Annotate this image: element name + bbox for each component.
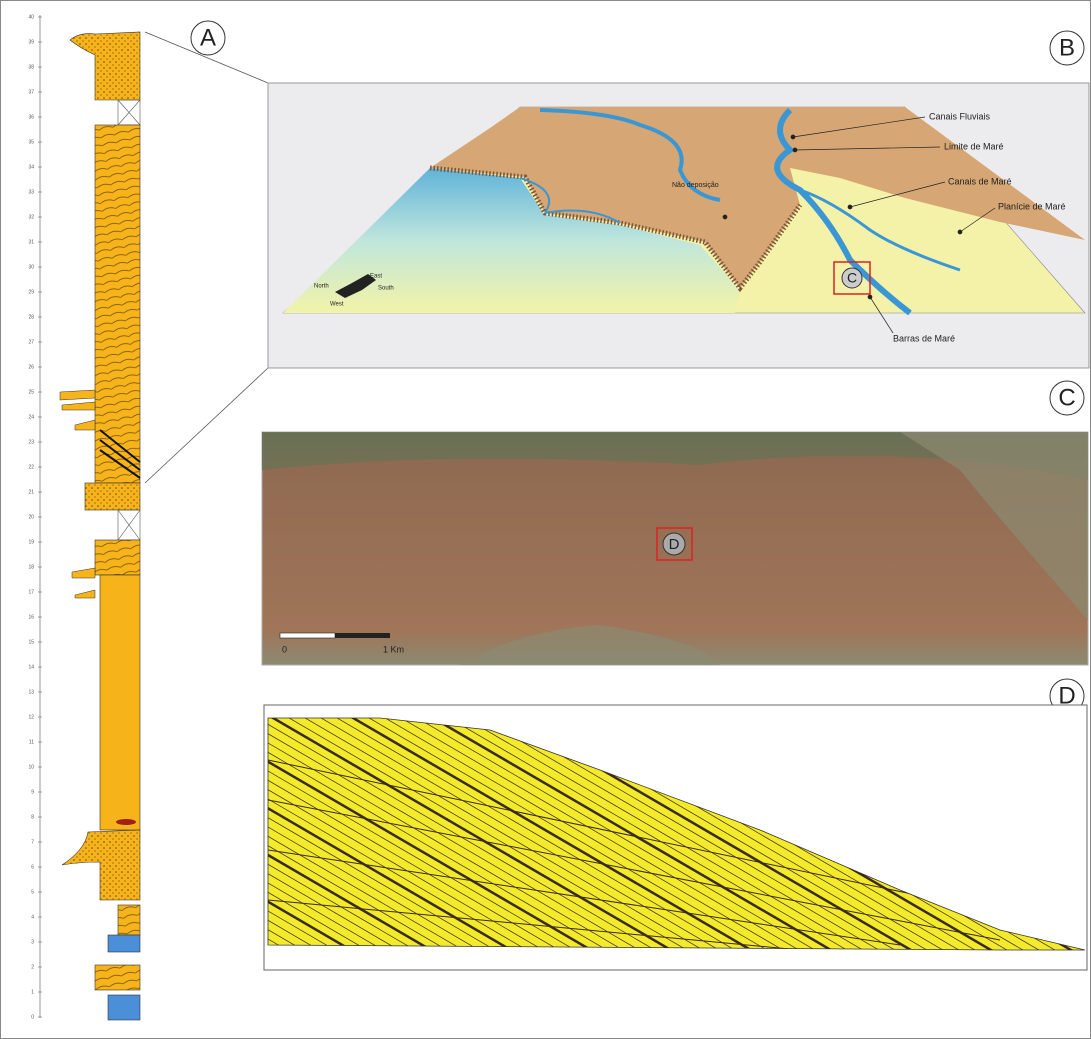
tick-label: 18 <box>28 564 34 570</box>
tick-label: 3 <box>31 939 34 945</box>
tick-label: 11 <box>29 739 34 745</box>
tick-label: 10 <box>28 764 34 770</box>
compass-label: East <box>370 274 382 280</box>
foreset <box>0 715 288 960</box>
tick-label: 29 <box>28 289 34 295</box>
tick-label: 34 <box>28 164 34 170</box>
tick-label: 15 <box>28 639 34 645</box>
map-label: Barras de Maré <box>893 333 955 343</box>
tick-label: 17 <box>28 589 34 595</box>
foreset <box>0 715 304 960</box>
tick-label: 20 <box>28 514 34 520</box>
compass-label: West <box>330 302 344 308</box>
tick-label: 25 <box>28 389 34 395</box>
compass-label: North <box>314 284 329 290</box>
tick-label: 35 <box>28 139 34 145</box>
compass-label: South <box>378 286 394 292</box>
tick-label: 37 <box>28 89 34 95</box>
scale-label: 1 Km <box>383 644 404 654</box>
tick-label: 19 <box>28 539 34 545</box>
tick-label: 27 <box>28 339 34 345</box>
map-label: Canais Fluviais <box>929 111 991 121</box>
scale-bar <box>335 633 390 638</box>
figure: 0123456789101112131415161718192021222324… <box>0 0 1091 1039</box>
tick-label: 38 <box>28 64 34 70</box>
tick-label: 8 <box>31 814 34 820</box>
inset-label: C <box>847 270 857 286</box>
panel-label: B <box>1059 34 1075 61</box>
connector <box>145 368 268 483</box>
tick-label: 33 <box>28 189 34 195</box>
tick-label: 2 <box>31 964 34 970</box>
tick-label: 13 <box>28 689 34 695</box>
tick-label: 5 <box>31 889 34 895</box>
tick-label: 4 <box>31 914 34 920</box>
map-label: Não deposição <box>672 182 719 189</box>
scale-label: 0 <box>282 644 287 654</box>
tick-label: 31 <box>28 239 34 245</box>
scale-bar <box>280 633 335 638</box>
stratigraphic-column: 0123456789101112131415161718192021222324… <box>28 14 140 1020</box>
tick-label: 30 <box>28 264 34 270</box>
tick-label: 14 <box>28 664 34 670</box>
tick-label: 40 <box>28 14 34 20</box>
tick-label: 32 <box>28 214 34 220</box>
map-label: Limite de Maré <box>944 141 1004 151</box>
tick-label: 9 <box>31 789 34 795</box>
map-label: Canais de Maré <box>948 176 1012 186</box>
tick-label: 23 <box>28 439 34 445</box>
map-label: Planície de Maré <box>998 201 1066 211</box>
tick-label: 1 <box>31 989 34 995</box>
tick-label: 16 <box>28 614 34 620</box>
tick-label: 36 <box>28 114 34 120</box>
tick-label: 26 <box>28 364 34 370</box>
tick-label: 7 <box>31 839 34 845</box>
tick-label: 21 <box>28 489 34 495</box>
tick-label: 28 <box>28 314 34 320</box>
panel-label: C <box>1058 384 1075 411</box>
tick-label: 12 <box>28 714 34 720</box>
tick-label: 6 <box>31 864 34 870</box>
tick-label: 22 <box>28 464 34 470</box>
panel-label: A <box>200 24 216 51</box>
inset-label: D <box>669 536 680 553</box>
tick-label: 24 <box>28 414 34 420</box>
tick-label: 39 <box>28 39 34 45</box>
tick-label: 0 <box>31 1014 34 1020</box>
